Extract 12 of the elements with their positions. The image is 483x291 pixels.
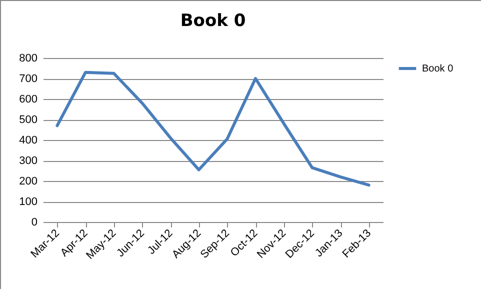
- y-tick-label: 600: [19, 94, 38, 106]
- line-series: [56, 70, 370, 187]
- y-tick-label: 800: [19, 52, 38, 64]
- y-tick-label: 500: [19, 114, 38, 126]
- y-tick-label: 0: [31, 216, 38, 228]
- chart-title: Book 0: [180, 11, 246, 31]
- legend-label: Book 0: [422, 64, 454, 74]
- y-tick-label: 400: [19, 134, 38, 146]
- y-tick-label: 200: [19, 176, 38, 188]
- y-tick-label: 100: [19, 196, 38, 208]
- y-tick-label: 300: [19, 155, 38, 167]
- y-tick-label: 700: [19, 73, 38, 85]
